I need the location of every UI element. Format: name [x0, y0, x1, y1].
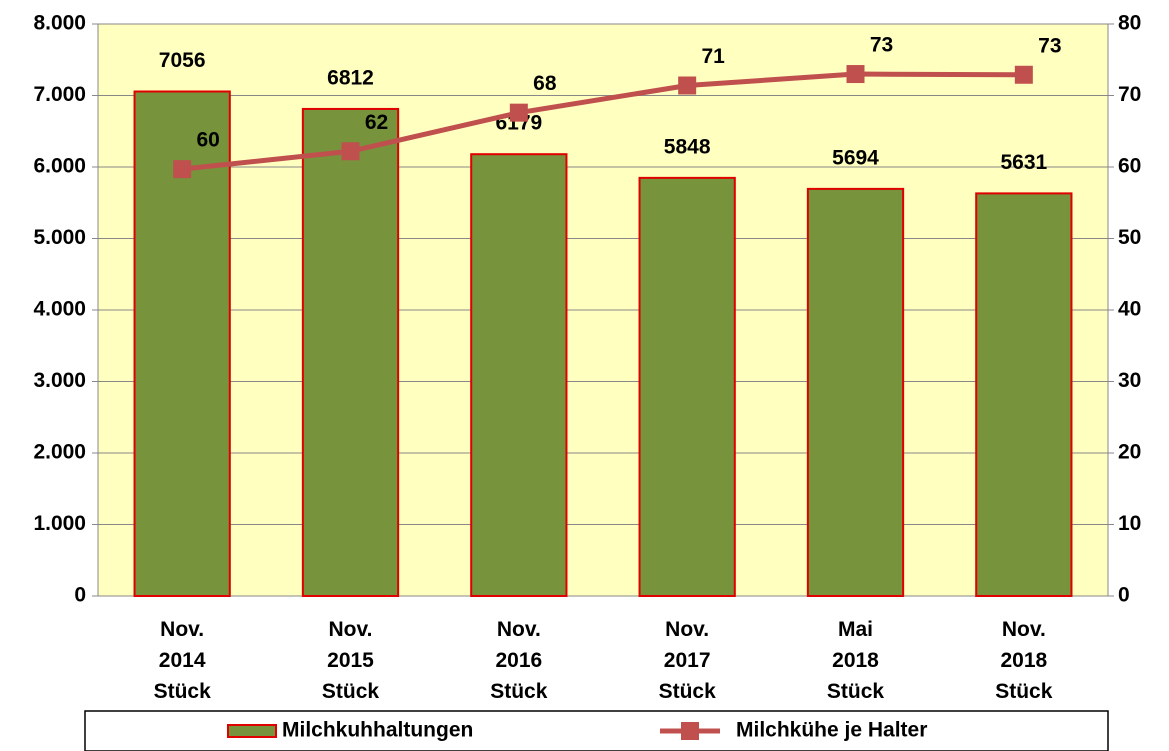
x-tick-label: Mai 2018 Stück — [826, 618, 885, 703]
y-tick-label: 1.000 — [33, 512, 86, 535]
line-value-label: 62 — [365, 111, 388, 134]
line-marker — [341, 142, 360, 161]
legend-label: Milchkühe je Halter — [736, 719, 927, 742]
y2-tick-label: 40 — [1118, 298, 1141, 321]
x-tick-label: Nov. 2017 Stück — [658, 618, 716, 703]
y-tick-label: 0 — [74, 584, 86, 607]
x-tick-label: Nov. 2014 Stück — [153, 618, 211, 703]
line-value-label: 71 — [701, 45, 725, 68]
x-tick-label: Nov. 2016 Stück — [490, 618, 548, 703]
line-value-label: 73 — [1038, 34, 1061, 57]
line-marker — [846, 65, 865, 84]
y-tick-label: 3.000 — [33, 369, 86, 392]
bar — [470, 153, 568, 597]
line-marker — [678, 76, 697, 95]
line-marker — [173, 160, 192, 179]
y-tick-label: 4.000 — [33, 298, 86, 321]
bar-value-label: 5694 — [832, 146, 879, 169]
bar-value-label: 5848 — [664, 135, 711, 158]
bar — [806, 187, 905, 597]
line-marker — [1014, 65, 1033, 84]
y-tick-label: 7.000 — [33, 83, 86, 106]
y-tick-label: 6.000 — [33, 155, 86, 178]
x-tick-label: Nov. 2018 Stück — [995, 618, 1053, 703]
y-tick-label: 5.000 — [33, 226, 86, 249]
y2-tick-label: 30 — [1118, 369, 1141, 392]
line-marker — [509, 103, 528, 122]
line-value-label: 73 — [870, 34, 893, 57]
y2-tick-label: 0 — [1118, 584, 1130, 607]
bar-value-label: 6812 — [327, 66, 374, 89]
legend-swatch-marker — [681, 722, 699, 740]
y2-tick-label: 60 — [1118, 155, 1141, 178]
y2-tick-label: 10 — [1118, 512, 1141, 535]
y-tick-label: 2.000 — [33, 441, 86, 464]
bar-value-label: 7056 — [159, 49, 206, 72]
x-tick-label: Nov. 2015 Stück — [321, 618, 380, 703]
line-value-label: 60 — [196, 129, 219, 152]
legend-label: Milchkuhhaltungen — [282, 719, 473, 742]
line — [181, 71, 1024, 172]
y2-tick-label: 20 — [1118, 441, 1141, 464]
y-tick-label: 8.000 — [33, 12, 86, 35]
bar — [975, 192, 1073, 597]
y2-tick-label: 80 — [1118, 12, 1141, 35]
y2-tick-label: 70 — [1118, 83, 1141, 106]
bar — [301, 107, 400, 598]
bar-value-label: 5631 — [1000, 151, 1047, 174]
line-value-label: 68 — [533, 72, 557, 95]
y2-tick-label: 50 — [1118, 226, 1141, 249]
legend-swatch — [227, 724, 277, 738]
bar — [638, 176, 736, 597]
